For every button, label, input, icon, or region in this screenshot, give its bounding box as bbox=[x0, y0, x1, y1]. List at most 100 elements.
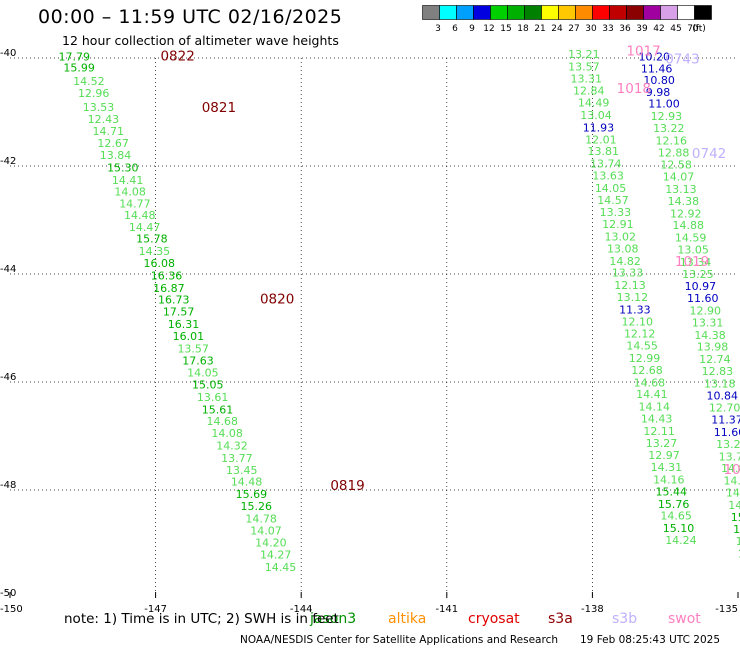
overpass-time-label: 0821 bbox=[202, 100, 236, 116]
wave-height-label: 15.26 bbox=[241, 500, 272, 513]
wave-height-label: 12.83 bbox=[702, 365, 734, 378]
wave-height-label: 12.70 bbox=[709, 402, 740, 415]
wave-height-label: 15.30 bbox=[107, 161, 139, 174]
y-axis-tick-label: -46 bbox=[0, 372, 16, 383]
wave-height-label: 13.27 bbox=[716, 438, 740, 451]
wave-height-label: 15.61 bbox=[202, 403, 234, 416]
wave-height-label: 14.84 bbox=[723, 475, 740, 488]
x-axis-tick-label: -144 bbox=[290, 604, 313, 612]
wave-height-label: 14.77 bbox=[728, 499, 740, 512]
legend-item-s3a: s3a bbox=[548, 611, 573, 627]
overpass-time-label: 0820 bbox=[260, 292, 294, 308]
wave-height-label: 15.78 bbox=[136, 233, 168, 246]
color-scale-bar: 3 6 9 12 15 18 21 24 27 30 33 36 39 42 45 70(ft) bbox=[422, 5, 712, 34]
wave-height-label: 12.67 bbox=[97, 137, 129, 150]
wave-height-label: 15.76 bbox=[658, 498, 690, 511]
wave-height-label: 13.63 bbox=[592, 170, 624, 183]
wave-height-label: 14.55 bbox=[626, 340, 658, 353]
wave-height-label: 12.84 bbox=[573, 85, 605, 98]
footer-timestamp: 19 Feb 08:25:43 UTC 2025 bbox=[580, 634, 720, 646]
wave-height-label: 14.45 bbox=[265, 561, 297, 574]
wave-height-label: 13.08 bbox=[607, 242, 639, 255]
wave-height-label: 14.49 bbox=[578, 97, 610, 110]
wave-height-label: 14.78 bbox=[245, 512, 276, 525]
overpass-time-label: 0742 bbox=[692, 146, 726, 162]
wave-height-label: 14.38 bbox=[668, 195, 700, 208]
color-scale-label: 12 bbox=[483, 24, 494, 34]
wave-height-label: 13.21 bbox=[568, 48, 600, 61]
x-axis-tick-label: -141 bbox=[435, 604, 458, 612]
color-scale-label: 27 bbox=[568, 24, 579, 34]
wave-height-label: 12.91 bbox=[602, 218, 634, 231]
y-axis-tick-label: -50 bbox=[0, 588, 16, 599]
wave-height-label: 14.48 bbox=[124, 209, 156, 222]
color-scale-label: 36 bbox=[619, 24, 631, 34]
wave-height-label: 13.98 bbox=[697, 341, 729, 354]
wave-height-label: 12.99 bbox=[629, 352, 661, 365]
wave-height-label: 13.81 bbox=[588, 145, 620, 158]
color-scale-label: 6 bbox=[452, 24, 458, 34]
wave-height-label: 14.08 bbox=[211, 427, 243, 440]
wave-height-label: 14.41 bbox=[636, 388, 668, 401]
wave-height-label: 12.10 bbox=[622, 315, 654, 328]
wave-height-label: 14.89 bbox=[721, 462, 740, 475]
color-scale-unit: (ft) bbox=[692, 24, 706, 34]
wave-height-label: 10.20 bbox=[639, 51, 671, 64]
wave-height-label: 16.73 bbox=[158, 294, 190, 307]
wave-height-label: 12.16 bbox=[655, 134, 687, 147]
footer-note: note: 1) Time is in UTC; 2) SWH is in fe… bbox=[64, 611, 339, 627]
wave-height-plot: -150 -147 -144 -141 -138 -135 -50 -48 -46 -44 -42 -… bbox=[0, 43, 740, 612]
wave-height-label: 14.47 bbox=[129, 221, 161, 234]
wave-height-label: 15.10 bbox=[663, 522, 695, 535]
wave-height-label: 16.31 bbox=[168, 318, 200, 331]
wave-height-label: 14.43 bbox=[641, 413, 673, 426]
wave-height-label: 16.08 bbox=[143, 257, 175, 270]
wave-height-label: 12.96 bbox=[78, 87, 110, 100]
chart-subtitle: 12 hour collection of altimeter wave hei… bbox=[62, 33, 339, 48]
wave-height-label: 13.34 bbox=[680, 256, 712, 269]
wave-height-label: 16.01 bbox=[173, 330, 205, 343]
x-axis-tick-label: -135 bbox=[715, 604, 738, 612]
wave-height-label: 12.92 bbox=[670, 207, 702, 220]
wave-height-label: 13.57 bbox=[177, 342, 209, 355]
wave-height-label: 13.04 bbox=[580, 109, 612, 122]
wave-height-label: 9.98 bbox=[646, 86, 671, 99]
wave-height-label: 16.87 bbox=[153, 282, 185, 295]
overpass-time-label: 0819 bbox=[330, 478, 364, 494]
wave-height-label: 14.05 bbox=[595, 182, 627, 195]
wave-height-label: 14.52 bbox=[73, 75, 105, 88]
wave-height-label: 14.88 bbox=[672, 219, 704, 232]
wave-height-label: 13.13 bbox=[665, 183, 697, 196]
wave-height-label: 14.07 bbox=[663, 171, 695, 184]
wave-height-label: 14.68 bbox=[207, 415, 239, 428]
y-axis-tick-label: -42 bbox=[0, 156, 16, 167]
wave-height-label: 13.25 bbox=[682, 268, 714, 281]
wave-height-label: 10.84 bbox=[706, 389, 738, 402]
wave-height-label: 11.33 bbox=[619, 303, 651, 316]
overpass-time-label: 1017 bbox=[626, 43, 660, 59]
wave-height-label: 12.13 bbox=[614, 279, 646, 292]
wave-height-label: 13.33 bbox=[612, 267, 644, 280]
wave-height-label: 13.31 bbox=[692, 316, 724, 329]
color-scale-label: 30 bbox=[585, 24, 597, 34]
wave-height-label: 13.27 bbox=[646, 437, 678, 450]
wave-height-label: 14.24 bbox=[665, 534, 697, 547]
wave-height-label: 13.77 bbox=[719, 450, 740, 463]
color-scale-label: 18 bbox=[517, 24, 529, 34]
y-axis-tick-label: -40 bbox=[0, 48, 16, 59]
wave-height-label: 14.20 bbox=[255, 537, 286, 550]
wave-height-label: 12.12 bbox=[624, 328, 656, 341]
wave-height-label: 13.45 bbox=[226, 464, 258, 477]
wave-height-label: 13.61 bbox=[197, 391, 229, 404]
legend-item-jason3: jason3 bbox=[310, 611, 357, 627]
color-scale-label: 45 bbox=[670, 24, 681, 34]
overpass-time-label: 0743 bbox=[665, 51, 699, 67]
wave-height-label: 15.99 bbox=[63, 62, 95, 75]
wave-height-label: 14.57 bbox=[597, 194, 629, 207]
color-scale-swatch bbox=[694, 5, 712, 20]
wave-height-label: 13.22 bbox=[653, 122, 685, 135]
wave-height-label: 12.01 bbox=[585, 133, 617, 146]
footer-credit: NOAA/NESDIS Center for Satellite Applica… bbox=[240, 634, 558, 646]
wave-height-label: 14.83 bbox=[726, 486, 740, 499]
wave-height-label: 15.75 bbox=[731, 511, 740, 524]
